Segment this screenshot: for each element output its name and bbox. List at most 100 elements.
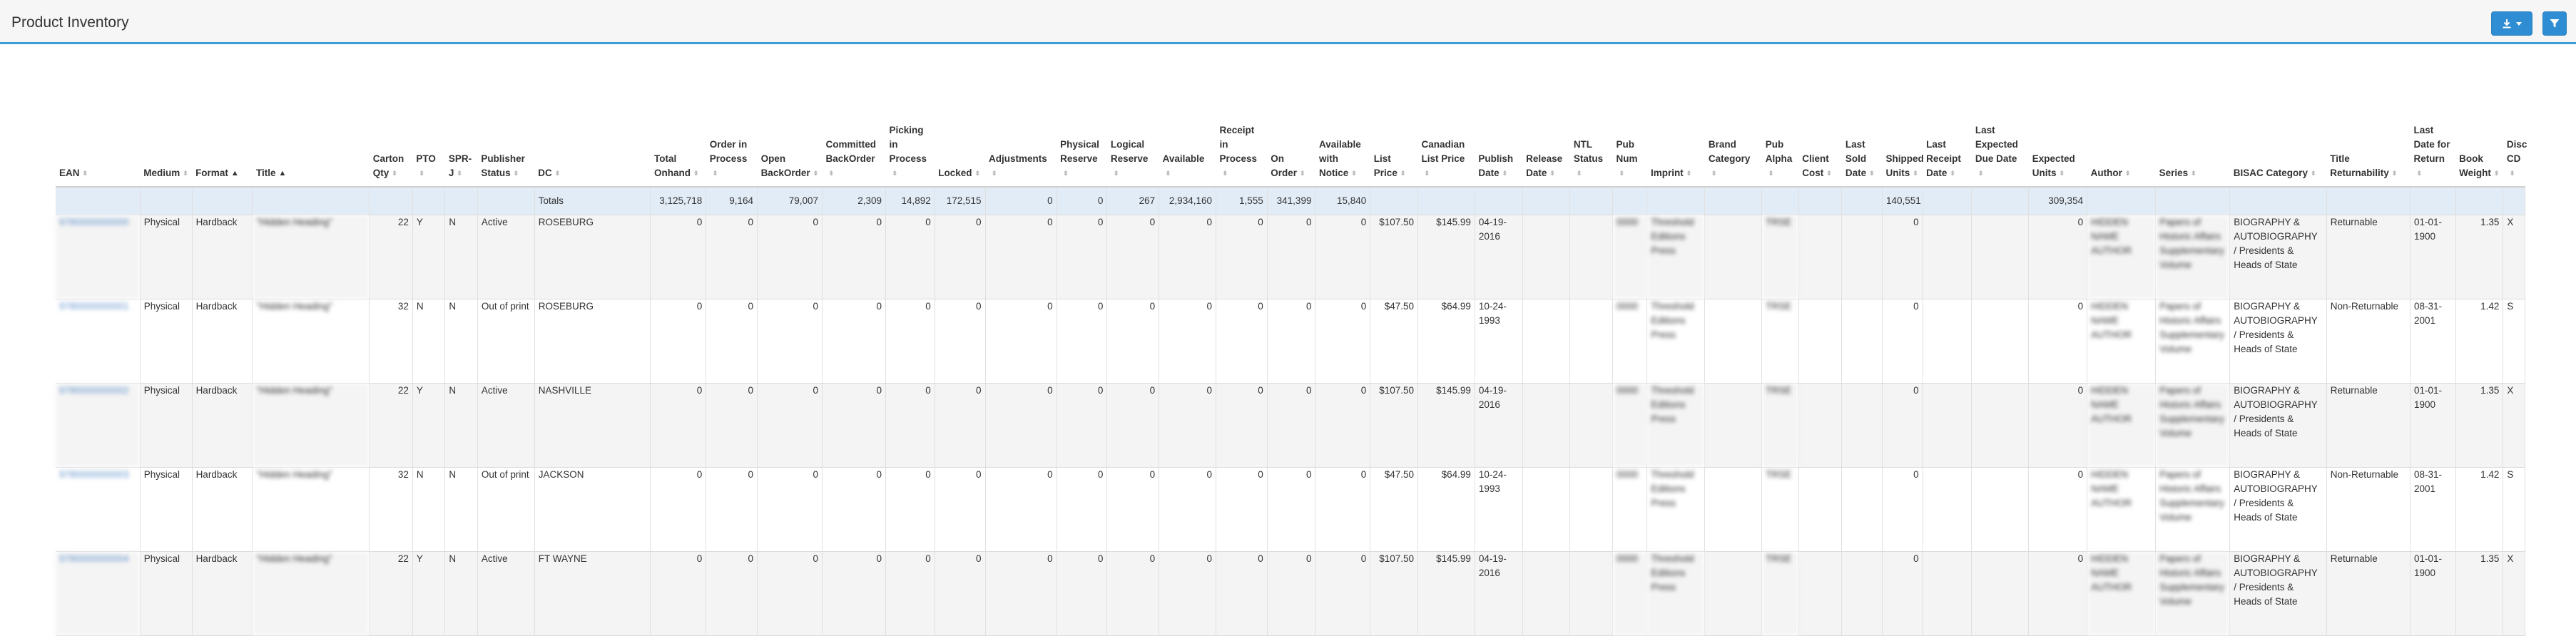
column-header-author[interactable]: Author ⬍ <box>2087 91 2156 188</box>
column-header-carton-qty[interactable]: Carton Qty ⬍ <box>369 91 413 188</box>
sort-icon[interactable]: ⬍ <box>2509 170 2515 177</box>
column-header-ean[interactable]: EAN ⬍ <box>56 91 141 188</box>
sort-icon[interactable]: ⬍ <box>693 170 699 177</box>
sort-icon[interactable]: ⬍ <box>992 170 997 177</box>
sort-icon[interactable]: ⬍ <box>183 170 188 177</box>
column-header-list-price[interactable]: List Price ⬍ <box>1370 91 1418 188</box>
sort-icon[interactable]: ⬍ <box>1063 170 1069 177</box>
sort-icon[interactable]: ⬍ <box>419 170 424 177</box>
column-header-pub-alpha[interactable]: Pub Alpha ⬍ <box>1761 91 1799 188</box>
column-header-client-cost[interactable]: Client Cost ⬍ <box>1798 91 1842 188</box>
sort-icon[interactable]: ⬍ <box>2493 170 2500 177</box>
sort-icon[interactable]: ⬍ <box>392 170 397 177</box>
column-header-publish-date[interactable]: Publish Date ⬍ <box>1475 91 1523 188</box>
sort-icon[interactable]: ⬍ <box>712 170 718 177</box>
sort-icon[interactable]: ⬍ <box>2191 170 2196 177</box>
sort-icon[interactable]: ⬍ <box>1576 170 1582 177</box>
sort-icon[interactable]: ⬍ <box>457 170 462 177</box>
column-header-release-date[interactable]: Release Date ⬍ <box>1522 91 1570 188</box>
column-header-available[interactable]: Available ⬍ <box>1159 91 1216 188</box>
sort-icon[interactable]: ⬍ <box>1977 170 1984 177</box>
sort-icon[interactable]: ⬍ <box>2416 170 2423 177</box>
column-header-picking-in-process[interactable]: Picking in Process ⬍ <box>885 91 935 188</box>
sort-icon[interactable]: ⬍ <box>2059 170 2065 177</box>
column-header-order-in-process[interactable]: Order in Process ⬍ <box>706 91 758 188</box>
column-header-dc[interactable]: DC ⬍ <box>534 91 651 188</box>
column-header-format[interactable]: Format ▲ <box>192 91 253 188</box>
column-header-title-returnability[interactable]: Title Returnability ⬍ <box>2326 91 2410 188</box>
column-header-imprint[interactable]: Imprint ⬍ <box>1646 91 1705 188</box>
cell-ean[interactable]: 9780000000004 <box>56 551 141 636</box>
sort-icon[interactable]: ⬍ <box>1711 170 1717 177</box>
column-header-publisher-status[interactable]: Publisher Status ⬍ <box>477 91 535 188</box>
column-header-pto[interactable]: PTO ⬍ <box>412 91 445 188</box>
sort-icon[interactable]: ⬍ <box>1113 170 1119 177</box>
column-header-ntl-status[interactable]: NTL Status ⬍ <box>1569 91 1613 188</box>
table-row[interactable]: 9780000000003 Physical Hardback "Hidden Hea… <box>56 467 2525 552</box>
sort-icon[interactable]: ⬍ <box>1165 170 1171 177</box>
sort-icon[interactable]: ⬍ <box>974 170 981 177</box>
sort-icon[interactable]: ⬍ <box>813 170 819 177</box>
cell-ean[interactable]: 9780000000003 <box>56 467 141 552</box>
sort-icon[interactable]: ⬍ <box>2311 170 2316 177</box>
table-row[interactable]: 9780000000001 Physical Hardback "Hidden Hea… <box>56 299 2525 384</box>
column-header-expected-units[interactable]: Expected Units ⬍ <box>2028 91 2087 188</box>
column-header-adjustments[interactable]: Adjustments ⬍ <box>985 91 1057 188</box>
sort-icon[interactable]: ⬍ <box>2124 170 2131 177</box>
sort-icon[interactable]: ⬍ <box>892 170 898 177</box>
sort-icon[interactable]: ⬍ <box>554 170 561 177</box>
sort-icon[interactable]: ⬍ <box>1950 170 1955 177</box>
sort-icon[interactable]: ⬍ <box>1300 170 1305 177</box>
column-header-total-onhand[interactable]: Total Onhand ⬍ <box>650 91 706 188</box>
sort-icon[interactable]: ⬍ <box>513 170 519 177</box>
table-row[interactable]: 9780000000004 Physical Hardback "Hidden Hea… <box>56 551 2525 636</box>
column-header-locked[interactable]: Locked ⬍ <box>935 91 985 188</box>
sort-icon[interactable]: ⬍ <box>1913 170 1918 177</box>
sort-ascending-icon[interactable]: ▲ <box>230 169 239 178</box>
column-header-canadian-list-price[interactable]: Canadian List Price ⬍ <box>1417 91 1475 188</box>
column-header-brand-category[interactable]: Brand Category ⬍ <box>1704 91 1762 188</box>
column-header-open-backorder[interactable]: Open BackOrder ⬍ <box>757 91 823 188</box>
column-header-book-weight[interactable]: Book Weight ⬍ <box>2455 91 2503 188</box>
sort-icon[interactable]: ⬍ <box>82 170 88 177</box>
column-header-committed-backorder[interactable]: Committed BackOrder ⬍ <box>822 91 886 188</box>
column-header-shipped-units[interactable]: Shipped Units ⬍ <box>1882 91 1924 188</box>
column-header-receipt-in-process[interactable]: Receipt in Process ⬍ <box>1216 91 1268 188</box>
column-header-last-expected-due-date[interactable]: Last Expected Due Date ⬍ <box>1971 91 2029 188</box>
sort-icon[interactable]: ⬍ <box>1619 170 1624 177</box>
sort-icon[interactable]: ⬍ <box>1768 170 1774 177</box>
column-header-medium[interactable]: Medium ⬍ <box>140 91 193 188</box>
filter-button[interactable] <box>2542 11 2567 36</box>
sort-ascending-icon[interactable]: ▲ <box>278 169 287 178</box>
sort-icon[interactable]: ⬍ <box>1424 170 1430 177</box>
column-header-last-date-for-return[interactable]: Last Date for Return ⬍ <box>2410 91 2456 188</box>
table-row[interactable]: 9780000000002 Physical Hardback "Hidden Hea… <box>56 383 2525 468</box>
cell-ean[interactable]: 9780000000001 <box>56 299 141 384</box>
sort-icon[interactable]: ⬍ <box>1826 170 1832 177</box>
sort-icon[interactable]: ⬍ <box>1549 170 1555 177</box>
column-header-disc-cd[interactable]: Disc CD ⬍ <box>2503 91 2527 188</box>
column-header-last-sold-date[interactable]: Last Sold Date ⬍ <box>1841 91 1883 188</box>
column-header-pub-num[interactable]: Pub Num ⬍ <box>1612 91 1647 188</box>
column-header-last-receipt-date[interactable]: Last Receipt Date ⬍ <box>1923 91 1972 188</box>
cell-ean[interactable]: 9780000000002 <box>56 383 141 468</box>
sort-icon[interactable]: ⬍ <box>1686 170 1692 177</box>
sort-icon[interactable]: ⬍ <box>1869 170 1875 177</box>
column-header-sprj[interactable]: SPR-J ⬍ <box>444 91 478 188</box>
column-header-series[interactable]: Series ⬍ <box>2155 91 2230 188</box>
download-button[interactable] <box>2491 11 2532 36</box>
column-header-bisac-category[interactable]: BISAC Category ⬍ <box>2229 91 2327 188</box>
sort-icon[interactable]: ⬍ <box>1351 170 1357 177</box>
sort-icon[interactable]: ⬍ <box>2391 170 2398 177</box>
sort-icon[interactable]: ⬍ <box>1400 170 1406 177</box>
column-header-on-order[interactable]: On Order ⬍ <box>1267 91 1315 188</box>
sort-icon[interactable]: ⬍ <box>828 170 835 177</box>
table-row[interactable]: 9780000000000 Physical Hardback "Hidden Hea… <box>56 215 2525 299</box>
sort-icon[interactable]: ⬍ <box>1502 170 1508 177</box>
column-header-available-with-notice[interactable]: Available with Notice ⬍ <box>1315 91 1370 188</box>
column-header-physical-reserve[interactable]: Physical Reserve ⬍ <box>1057 91 1107 188</box>
cell-ean[interactable]: 9780000000000 <box>56 215 141 299</box>
column-header-logical-reserve[interactable]: Logical Reserve ⬍ <box>1106 91 1159 188</box>
sort-icon[interactable]: ⬍ <box>1222 170 1228 177</box>
column-header-title[interactable]: Title ▲ <box>252 91 370 188</box>
